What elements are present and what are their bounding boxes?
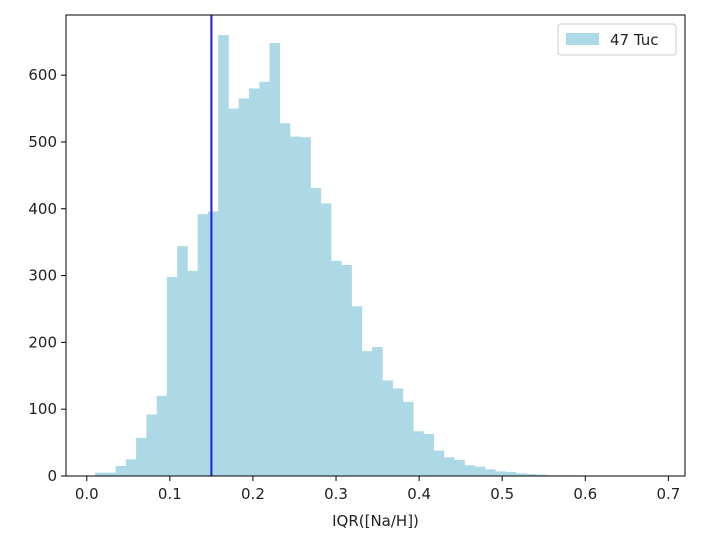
- histogram-bar: [495, 471, 506, 476]
- y-tick-label: 500: [28, 133, 57, 151]
- y-tick-label: 0: [47, 467, 57, 485]
- legend: 47 Tuc: [557, 23, 677, 56]
- histogram-bar: [454, 459, 465, 476]
- y-tick-label: 100: [28, 400, 57, 418]
- histogram-bars: [95, 35, 578, 477]
- y-tick-label: 200: [28, 333, 57, 351]
- histogram-bar: [331, 260, 342, 476]
- x-tick-label: 0.1: [158, 485, 182, 503]
- histogram-bar: [166, 276, 178, 476]
- histogram-bar: [351, 306, 363, 476]
- histogram-bar: [136, 437, 147, 476]
- histogram-bar: [485, 469, 496, 476]
- histogram-bar: [300, 137, 311, 477]
- histogram-bar: [413, 431, 424, 476]
- histogram-bar: [443, 457, 455, 476]
- histogram-bar: [156, 395, 168, 476]
- histogram-bar: [228, 108, 240, 477]
- x-tick-label: 0.2: [241, 485, 265, 503]
- histogram-bar: [187, 270, 198, 476]
- histogram-bar: [341, 264, 352, 476]
- histogram-bar: [238, 98, 250, 476]
- y-axis: 0 100 200 300 400 500 600: [28, 66, 66, 485]
- histogram-bar: [423, 433, 435, 476]
- histogram-bar: [320, 203, 332, 476]
- legend-frame: [557, 23, 677, 56]
- histogram-bar: [95, 472, 106, 476]
- x-axis-label: IQR([Na/H]): [332, 512, 419, 530]
- histogram-bar: [105, 472, 116, 476]
- x-axis: 0.0 0.1 0.2 0.3 0.4 0.5 0.6 0.7: [75, 476, 680, 503]
- histogram-bar: [290, 136, 301, 476]
- x-tick-label: 0.4: [407, 485, 431, 503]
- histogram-bar: [207, 211, 219, 476]
- histogram-bar: [382, 380, 393, 476]
- histogram-bar: [515, 473, 527, 476]
- histogram-bar: [464, 465, 476, 476]
- x-tick-label: 0.3: [324, 485, 348, 503]
- histogram-bar: [197, 214, 209, 476]
- x-tick-label: 0.7: [656, 485, 680, 503]
- histogram-bar: [115, 465, 127, 476]
- histogram-bar: [269, 43, 281, 476]
- histogram-bar: [361, 351, 373, 476]
- histogram-bar: [536, 474, 547, 476]
- histogram-bar: [125, 459, 137, 476]
- histogram-bar: [372, 347, 383, 476]
- histogram-bar: [402, 401, 414, 476]
- histogram-bar: [392, 388, 404, 476]
- histogram-bar: [310, 188, 322, 476]
- histogram-bar: [259, 81, 270, 477]
- x-tick-label: 0.5: [490, 485, 514, 503]
- y-tick-label: 600: [28, 66, 57, 84]
- histogram-bar: [505, 471, 517, 476]
- histogram-bar: [218, 35, 229, 476]
- y-tick-label: 300: [28, 267, 57, 285]
- x-tick-label: 0.6: [573, 485, 597, 503]
- legend-label: 47 Tuc: [610, 31, 659, 49]
- legend-swatch: [566, 33, 599, 45]
- histogram-bar: [279, 123, 291, 477]
- plot-frame: [65, 14, 686, 477]
- histogram-bar: [146, 414, 157, 476]
- histogram-bar: [526, 473, 537, 476]
- histogram-bar: [474, 466, 486, 476]
- x-tick-label: 0.0: [75, 485, 99, 503]
- y-tick-label: 400: [28, 200, 57, 218]
- histogram-bar: [248, 88, 260, 477]
- histogram-bar: [177, 246, 188, 476]
- histogram-bar: [433, 450, 445, 476]
